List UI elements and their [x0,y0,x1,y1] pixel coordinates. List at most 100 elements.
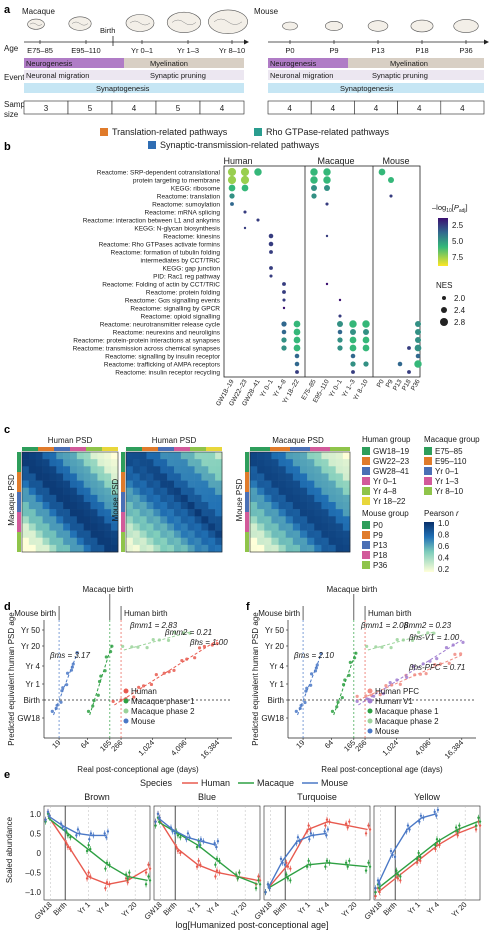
nes-title: NES [436,281,452,290]
e-trend-line [47,815,148,885]
heatmap-cell [215,466,223,474]
heatmap-top-group-strip [174,447,190,451]
scatter-point [309,683,313,687]
heatmap-cell [321,537,329,546]
heatmap-cell [328,452,337,460]
module-title: Turquoise [297,792,337,802]
scatter-point [340,696,344,700]
heatmap-cell [42,537,50,546]
heatmap-cell [187,544,195,553]
heatmap-cell [250,502,258,510]
heatmap-cell [328,537,337,546]
heatmap-cell [76,466,85,474]
e-point [87,871,90,874]
heatmap-cell [126,459,134,467]
macaque-migration-label: Neuronal migration [26,71,89,80]
heatmap-cell [153,466,161,474]
heatmap-cell [300,544,308,553]
scatter-point [97,679,102,684]
heatmap-top-group-strip [270,447,290,451]
heatmap-cell [49,473,57,481]
heatmap-cell [97,509,105,517]
heatmap-cell [132,473,141,481]
heatmap-cell [328,509,337,517]
scatter-point [305,686,309,690]
heatmap-cell [70,537,78,546]
human-birth-label: Human birth [124,609,168,618]
scatter-point [298,706,302,711]
x-tick-label: 64 [323,738,335,750]
human-group-label: GW22–23 [373,457,410,466]
e-ytick: 1.0 [30,810,42,819]
heatmap-cell [328,459,337,467]
heatmap-cell [126,523,134,531]
heatmap-cell [70,502,78,510]
nes-size-2 [441,307,447,313]
scatter-point [365,644,369,649]
heatmap-cell [174,544,182,553]
mouse-brain-icon [282,21,298,31]
scatter-point [167,670,171,674]
heatmap-cell [194,459,202,467]
heatmap-cell [250,544,258,553]
scatter-point [182,631,186,635]
scatter-point [364,694,368,698]
e-point [346,826,349,829]
legend-marker [367,688,373,694]
heatmap-cell [250,466,258,474]
pearson-cbar [424,522,434,572]
heatmap-cell [278,459,287,467]
heatmap-cell [335,473,344,481]
mouse-group-label: P0 [373,521,383,530]
e-point [283,863,287,866]
heatmap-cell [285,473,294,481]
scatter-point [365,697,369,701]
heatmap-cell [132,452,141,460]
dotplot-xtick: P36 [410,378,422,392]
y-tick-label: GW18 [261,714,284,723]
e-point [368,828,372,831]
dot-mark [337,321,343,327]
beta-annotation: βms = 3.17 [49,651,90,660]
mouse-age-label: P36 [459,46,472,55]
sample-size-cell [199,100,245,115]
dot-mark [269,266,273,270]
species-human: Human [223,156,252,166]
dot-mark [282,282,286,286]
y-tick-label: GW18 [17,714,40,723]
heatmap-cell [104,516,112,524]
sample-label-1: Sample [4,100,32,109]
brain-sulcus [71,21,89,26]
e-point [215,845,218,849]
heatmap-cell [167,459,175,467]
sample-size-value: 3 [44,104,49,113]
pearson-tick: 1.0 [438,519,450,528]
pearson-tick: 0.8 [438,531,450,540]
heatmap-cell [335,487,344,496]
y-tick-label: Yr 4 [25,662,40,671]
mouse-age-arrow [484,39,489,45]
human-group-label: Yr 18–22 [373,497,406,506]
module-title: Blue [198,792,216,802]
legend-syn: Synaptic-transmission-related pathways [160,140,320,150]
heatmap-cell [264,516,272,524]
heatmap-cell [56,473,64,481]
heatmap-cell [300,480,308,489]
heatmap-cell [307,494,315,503]
heatmap-cell [194,466,202,474]
heatmap-cell [167,502,175,510]
heatmap-cell [63,516,71,524]
pearson-tick: 0.4 [438,554,450,563]
e-xtick: Yr 20 [230,900,249,919]
dotplot-xtick: P0 [376,378,386,389]
heatmap-cell [264,459,272,467]
e-xtick: Yr 1 [76,900,92,916]
heatmap-cell [70,466,78,474]
scatter-point [173,630,177,635]
heatmap-cell [83,466,91,474]
heatmap-cell [257,530,265,539]
heatmap-cell [328,487,337,496]
heatmap-cell [76,530,85,539]
x-tick-label: 4,096 [413,738,433,758]
